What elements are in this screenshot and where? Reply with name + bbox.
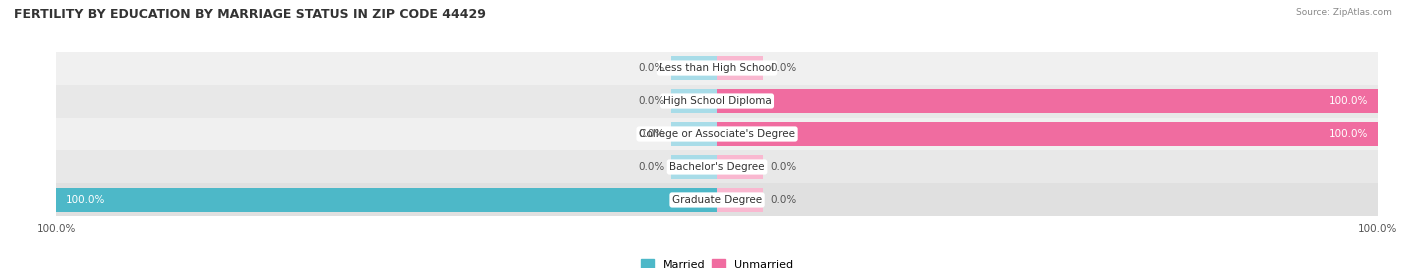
Text: Less than High School: Less than High School (659, 63, 775, 73)
Text: 0.0%: 0.0% (770, 162, 796, 172)
Text: 0.0%: 0.0% (638, 63, 664, 73)
Bar (56, 184, 1378, 217)
Bar (56, 151, 1378, 184)
Bar (717, 56, 763, 80)
Text: Bachelor's Degree: Bachelor's Degree (669, 162, 765, 172)
Text: 0.0%: 0.0% (638, 129, 664, 139)
Bar (717, 89, 1378, 113)
Text: 0.0%: 0.0% (638, 96, 664, 106)
Text: High School Diploma: High School Diploma (662, 96, 772, 106)
Text: 0.0%: 0.0% (638, 162, 664, 172)
Bar (671, 155, 717, 179)
Legend: Married, Unmarried: Married, Unmarried (636, 255, 799, 268)
Bar (717, 122, 1378, 146)
Bar (56, 117, 1378, 151)
Text: 0.0%: 0.0% (770, 63, 796, 73)
Bar (56, 188, 717, 212)
Text: Source: ZipAtlas.com: Source: ZipAtlas.com (1296, 8, 1392, 17)
Text: 100.0%: 100.0% (1329, 96, 1368, 106)
Text: FERTILITY BY EDUCATION BY MARRIAGE STATUS IN ZIP CODE 44429: FERTILITY BY EDUCATION BY MARRIAGE STATU… (14, 8, 486, 21)
Bar (671, 122, 717, 146)
Bar (671, 56, 717, 80)
Bar (717, 155, 763, 179)
Text: College or Associate's Degree: College or Associate's Degree (640, 129, 794, 139)
Text: 100.0%: 100.0% (1329, 129, 1368, 139)
Text: 0.0%: 0.0% (770, 195, 796, 205)
Bar (717, 188, 763, 212)
Bar (671, 89, 717, 113)
Text: 100.0%: 100.0% (66, 195, 105, 205)
Text: Graduate Degree: Graduate Degree (672, 195, 762, 205)
Bar (56, 84, 1378, 117)
Bar (56, 51, 1378, 84)
